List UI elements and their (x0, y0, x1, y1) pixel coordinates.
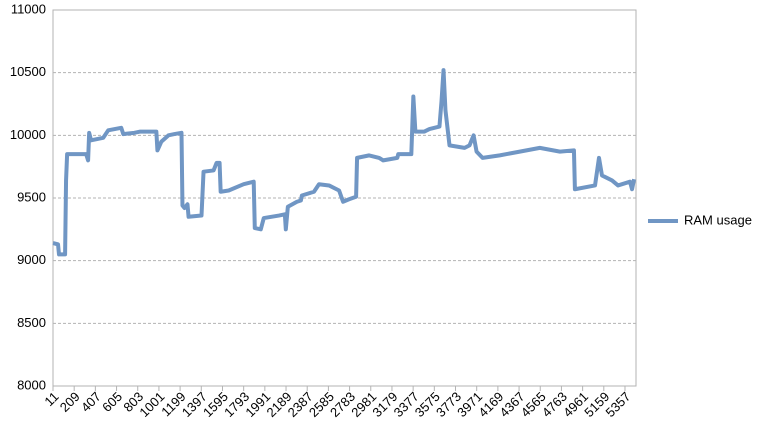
plot-frame (52, 9, 637, 387)
y-tick-label: 10000 (10, 127, 46, 142)
legend-label: RAM usage (684, 212, 752, 227)
y-tick-label: 9000 (17, 252, 46, 267)
x-tick-label: 407 (78, 389, 104, 415)
y-tick-label: 11000 (11, 1, 46, 16)
x-tick-label: 605 (99, 389, 125, 415)
y-tick-label: 8500 (17, 315, 46, 330)
y-tick-label: 9500 (17, 189, 46, 204)
x-tick-label: 5357 (602, 389, 633, 420)
x-tick-label: 209 (57, 389, 83, 415)
y-tick-label: 8000 (17, 377, 46, 392)
y-tick-label: 10500 (10, 64, 46, 79)
series-line (52, 68, 637, 257)
